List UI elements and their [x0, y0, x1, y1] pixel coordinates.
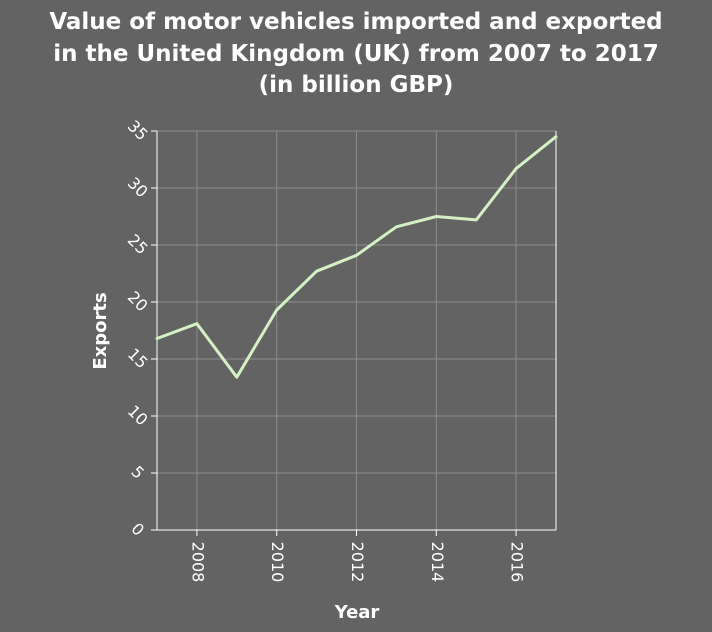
x-tick-label: 2008 [188, 542, 207, 583]
chart-title-line-2: in the United Kingdom (UK) from 2007 to … [53, 41, 659, 67]
y-axis-title: Exports [90, 292, 111, 369]
exports-line [155, 135, 558, 379]
x-axis-title: Year [334, 602, 380, 623]
y-tick-label: 15 [124, 344, 152, 372]
y-tick-label: 25 [124, 230, 152, 258]
y-tick-label: 30 [124, 173, 152, 201]
chart-title-line-1: Value of motor vehicles imported and exp… [49, 9, 662, 35]
x-tick-label: 2012 [348, 542, 367, 583]
x-axis-ticks: 2008 2010 2012 2014 2016 [188, 530, 527, 583]
y-tick-label: 5 [127, 462, 148, 483]
y-tick-label: 10 [124, 401, 152, 429]
chart-title: Value of motor vehicles imported and exp… [49, 9, 662, 98]
y-tick-label: 20 [124, 287, 152, 315]
x-tick-label: 2016 [508, 542, 527, 583]
x-tick-label: 2014 [428, 542, 447, 583]
y-tick-label: 0 [127, 519, 148, 540]
y-tick-label: 35 [124, 116, 152, 144]
series-exports [155, 135, 558, 379]
x-tick-label: 2010 [268, 542, 287, 583]
y-axis-ticks: 0 5 10 15 20 25 30 35 [124, 116, 157, 540]
gridlines [157, 130, 556, 531]
chart-title-line-3: (in billion GBP) [259, 72, 454, 98]
